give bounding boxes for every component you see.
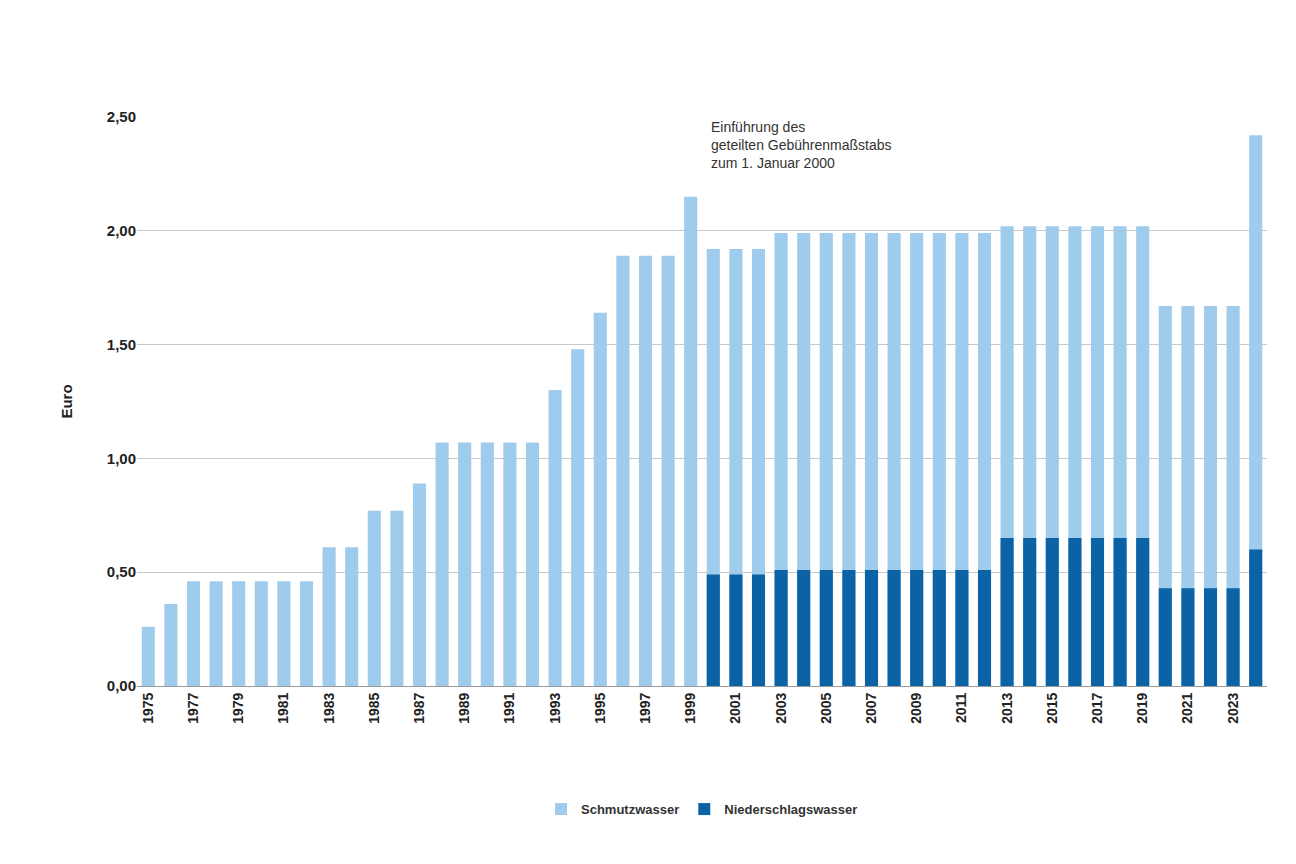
svg-text:Schmutzwasser: Schmutzwasser: [581, 802, 679, 817]
svg-text:1,50: 1,50: [107, 336, 136, 353]
svg-text:1995: 1995: [592, 692, 608, 723]
svg-text:1979: 1979: [230, 692, 246, 723]
svg-text:1987: 1987: [411, 692, 427, 723]
svg-text:2017: 2017: [1089, 692, 1105, 723]
svg-text:2009: 2009: [908, 692, 924, 723]
svg-text:2013: 2013: [999, 692, 1015, 723]
svg-text:Einführung desgeteilten Gebühr: Einführung desgeteilten Gebührenmaßstabs…: [711, 119, 892, 171]
svg-text:Niederschlagswasser: Niederschlagswasser: [724, 802, 857, 817]
svg-text:1999: 1999: [682, 692, 698, 723]
svg-text:0,00: 0,00: [107, 677, 136, 694]
svg-text:2015: 2015: [1044, 692, 1060, 723]
svg-text:1993: 1993: [547, 692, 563, 723]
svg-text:2007: 2007: [863, 692, 879, 723]
svg-text:2011: 2011: [953, 692, 969, 723]
svg-text:1977: 1977: [185, 692, 201, 723]
svg-text:1981: 1981: [275, 692, 291, 723]
svg-text:1985: 1985: [366, 692, 382, 723]
svg-text:1991: 1991: [501, 692, 517, 723]
svg-text:2023: 2023: [1225, 692, 1241, 723]
svg-text:Euro: Euro: [58, 384, 75, 418]
svg-text:1983: 1983: [321, 692, 337, 723]
svg-text:2001: 2001: [727, 692, 743, 723]
svg-text:2,50: 2,50: [107, 108, 136, 125]
svg-text:1975: 1975: [140, 692, 156, 723]
svg-text:1989: 1989: [456, 692, 472, 723]
svg-text:1997: 1997: [637, 692, 653, 723]
svg-text:1,00: 1,00: [107, 450, 136, 467]
svg-text:0,50: 0,50: [107, 563, 136, 580]
svg-text:2005: 2005: [818, 692, 834, 723]
svg-text:2003: 2003: [773, 692, 789, 723]
svg-text:2021: 2021: [1179, 692, 1195, 723]
svg-text:2,00: 2,00: [107, 222, 136, 239]
svg-text:2019: 2019: [1134, 692, 1150, 723]
